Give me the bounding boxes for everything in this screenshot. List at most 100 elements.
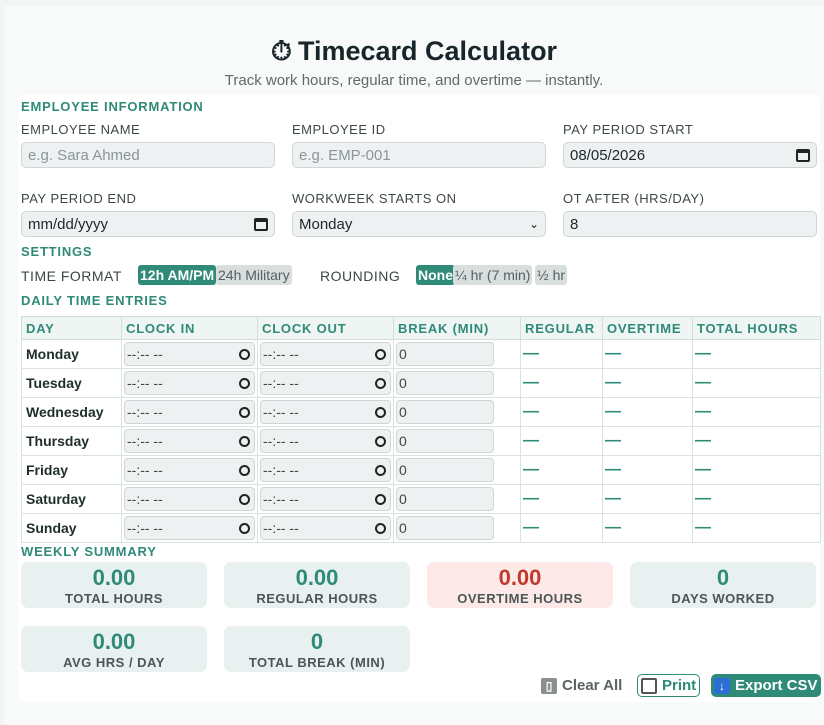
clock-icon[interactable] xyxy=(375,348,386,360)
pay-period-start-input[interactable]: 08/05/2026 xyxy=(563,142,817,168)
col-clock-in: CLOCK IN xyxy=(121,316,258,340)
clock-icon[interactable] xyxy=(375,377,386,389)
break-input[interactable]: 0 xyxy=(396,400,494,424)
ot-after-input[interactable]: 8 xyxy=(563,211,817,237)
clock-icon[interactable] xyxy=(375,464,386,476)
clock-in-input[interactable]: --:-- -- xyxy=(124,400,255,424)
clock-icon[interactable] xyxy=(239,348,250,360)
col-day: DAY xyxy=(21,316,122,340)
total-hours-value: — xyxy=(692,455,821,485)
regular-value: — xyxy=(520,426,603,456)
total-hours-value: — xyxy=(692,484,821,514)
page-title: ⏱ Timecard Calculator xyxy=(270,36,558,66)
clock-in-input[interactable]: --:-- -- xyxy=(124,429,255,453)
col-regular: REGULAR xyxy=(520,316,603,340)
pay-period-end-label: PAY PERIOD END xyxy=(21,191,137,206)
day-label: Friday xyxy=(21,455,122,485)
overtime-value: — xyxy=(602,397,693,427)
settings-section-title: SETTINGS xyxy=(21,244,93,259)
clock-icon[interactable] xyxy=(375,493,386,505)
clock-in-input[interactable]: --:-- -- xyxy=(124,487,255,511)
trash-icon: ▯ xyxy=(541,677,557,694)
clock-icon[interactable] xyxy=(239,493,250,505)
entries-section-title: DAILY TIME ENTRIES xyxy=(21,293,168,308)
stat-regular-hours: 0.00 REGULAR HOURS xyxy=(224,562,410,608)
workweek-start-label: WORKWEEK STARTS ON xyxy=(292,191,457,206)
overtime-value: — xyxy=(602,513,693,543)
download-icon: ↓ xyxy=(714,677,730,694)
clock-icon[interactable] xyxy=(375,406,386,418)
regular-value: — xyxy=(520,397,603,427)
calendar-icon[interactable] xyxy=(796,148,810,162)
table-row: Tuesday --:-- -- --:-- -- 0— — — xyxy=(21,368,821,398)
overtime-value: — xyxy=(602,426,693,456)
day-label: Saturday xyxy=(21,484,122,514)
calendar-icon[interactable] xyxy=(254,217,268,231)
printer-icon xyxy=(641,677,657,694)
time-format-12h[interactable]: 12h AM/PM xyxy=(138,265,217,285)
pay-period-start-label: PAY PERIOD START xyxy=(563,122,694,137)
rounding-none[interactable]: None xyxy=(416,265,455,285)
clock-icon[interactable] xyxy=(239,377,250,389)
regular-value: — xyxy=(520,339,603,369)
export-csv-button[interactable]: ↓ Export CSV xyxy=(711,674,821,697)
break-input[interactable]: 0 xyxy=(396,429,494,453)
time-entries-table: DAY CLOCK IN CLOCK OUT BREAK (MIN) REGUL… xyxy=(21,316,821,543)
clock-icon[interactable] xyxy=(375,522,386,534)
day-label: Thursday xyxy=(21,426,122,456)
table-row: Friday --:-- -- --:-- -- 0— — — xyxy=(21,455,821,485)
clear-all-button[interactable]: ▯ Clear All xyxy=(538,674,625,697)
break-input[interactable]: 0 xyxy=(396,487,494,511)
clock-out-input[interactable]: --:-- -- xyxy=(260,487,391,511)
break-input[interactable]: 0 xyxy=(396,516,494,540)
clock-icon[interactable] xyxy=(375,435,386,447)
rounding-quarter-hour[interactable]: ¼ hr (7 min) xyxy=(453,265,533,285)
regular-value: — xyxy=(520,484,603,514)
clock-in-input[interactable]: --:-- -- xyxy=(124,516,255,540)
ot-after-label: OT AFTER (HRS/DAY) xyxy=(563,191,705,206)
clock-icon[interactable] xyxy=(239,464,250,476)
col-break: BREAK (MIN) xyxy=(393,316,521,340)
time-format-label: TIME FORMAT xyxy=(21,268,122,284)
overtime-value: — xyxy=(602,339,693,369)
regular-value: — xyxy=(520,455,603,485)
rounding-half-hour[interactable]: ½ hr xyxy=(535,265,568,285)
pay-period-end-input[interactable]: mm/dd/yyyy xyxy=(21,211,275,237)
total-hours-value: — xyxy=(692,339,821,369)
stat-overtime-hours: 0.00 OVERTIME HOURS xyxy=(427,562,613,608)
clock-in-input[interactable]: --:-- -- xyxy=(124,458,255,482)
clock-out-input[interactable]: --:-- -- xyxy=(260,429,391,453)
clock-icon[interactable] xyxy=(239,406,250,418)
break-input[interactable]: 0 xyxy=(396,371,494,395)
rounding-label: ROUNDING xyxy=(320,268,401,284)
clock-out-input[interactable]: --:-- -- xyxy=(260,371,391,395)
table-row: Monday --:-- -- --:-- -- 0— — — xyxy=(21,339,821,369)
employee-section-title: EMPLOYEE INFORMATION xyxy=(21,99,204,114)
clock-out-input[interactable]: --:-- -- xyxy=(260,400,391,424)
clock-icon[interactable] xyxy=(239,522,250,534)
table-row: Saturday --:-- -- --:-- -- 0— — — xyxy=(21,484,821,514)
clock-out-input[interactable]: --:-- -- xyxy=(260,516,391,540)
employee-id-input[interactable]: e.g. EMP-001 xyxy=(292,142,546,168)
stat-total-hours: 0.00 TOTAL HOURS xyxy=(21,562,207,608)
clock-out-input[interactable]: --:-- -- xyxy=(260,342,391,366)
day-label: Tuesday xyxy=(21,368,122,398)
break-input[interactable]: 0 xyxy=(396,458,494,482)
overtime-value: — xyxy=(602,484,693,514)
day-label: Wednesday xyxy=(21,397,122,427)
chevron-down-icon: ⌄ xyxy=(528,217,539,231)
col-total-hours: TOTAL HOURS xyxy=(692,316,821,340)
workweek-start-select[interactable]: Monday ⌄ xyxy=(292,211,546,237)
day-label: Monday xyxy=(21,339,122,369)
break-input[interactable]: 0 xyxy=(396,342,494,366)
clock-in-input[interactable]: --:-- -- xyxy=(124,371,255,395)
employee-name-input[interactable]: e.g. Sara Ahmed xyxy=(21,142,275,168)
time-format-24h[interactable]: 24h Military xyxy=(216,265,292,285)
clock-out-input[interactable]: --:-- -- xyxy=(260,458,391,482)
table-row: Wednesday --:-- -- --:-- -- 0— — — xyxy=(21,397,821,427)
clock-icon[interactable] xyxy=(239,435,250,447)
employee-id-label: EMPLOYEE ID xyxy=(292,122,386,137)
summary-section-title: WEEKLY SUMMARY xyxy=(21,544,157,559)
print-button[interactable]: Print xyxy=(637,674,701,697)
clock-in-input[interactable]: --:-- -- xyxy=(124,342,255,366)
